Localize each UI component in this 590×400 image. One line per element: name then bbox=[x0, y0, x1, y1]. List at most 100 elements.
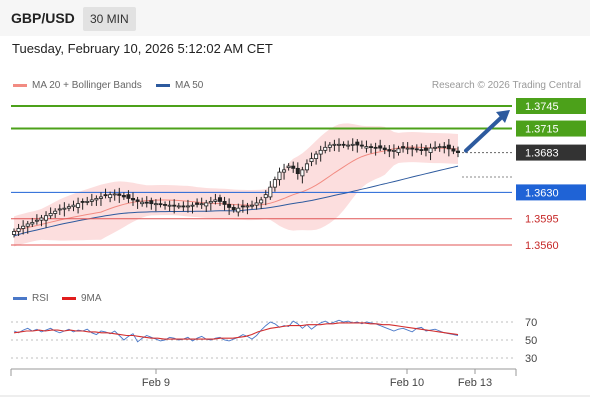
candle bbox=[350, 138, 355, 152]
candle-body bbox=[140, 201, 145, 205]
candle bbox=[213, 193, 218, 205]
rsi-tick-50: 50 bbox=[525, 335, 537, 347]
candle bbox=[437, 143, 442, 152]
candle-body bbox=[98, 196, 103, 199]
candle-body bbox=[57, 208, 62, 211]
candle bbox=[254, 196, 259, 210]
legend-ma9: 9MA bbox=[62, 293, 102, 304]
candle bbox=[336, 138, 341, 152]
projection-arrow-head bbox=[496, 110, 510, 123]
candle-body bbox=[185, 205, 190, 208]
candle bbox=[16, 223, 21, 236]
candle-body bbox=[80, 201, 85, 203]
candle-body bbox=[282, 169, 287, 173]
candle bbox=[414, 144, 419, 153]
candle-body bbox=[423, 147, 428, 151]
candle-body bbox=[277, 171, 282, 181]
candle bbox=[57, 204, 62, 215]
candle bbox=[359, 140, 364, 149]
timeframe-button[interactable]: 30 MIN bbox=[83, 7, 136, 31]
x-label-1: Feb 10 bbox=[390, 377, 424, 389]
candle bbox=[355, 139, 360, 153]
candle-body bbox=[190, 204, 195, 207]
candle bbox=[163, 201, 168, 210]
level-1-3745-label: 1.3745 bbox=[525, 101, 559, 113]
timestamp: Tuesday, February 10, 2026 5:12:02 AM CE… bbox=[12, 41, 273, 56]
candle-body bbox=[53, 210, 58, 214]
candle bbox=[401, 142, 406, 153]
candle-body bbox=[48, 213, 53, 217]
level-1-3683-label: 1.3683 bbox=[525, 148, 559, 160]
candle-body bbox=[378, 145, 383, 149]
candle-body bbox=[227, 204, 232, 208]
candle-body bbox=[199, 203, 204, 206]
candle bbox=[199, 197, 204, 209]
candle bbox=[21, 220, 26, 235]
candle bbox=[112, 189, 117, 201]
candle-body bbox=[254, 202, 259, 206]
candle-body bbox=[369, 146, 374, 148]
candle-body bbox=[286, 165, 291, 169]
candle bbox=[300, 166, 305, 184]
bollinger-band bbox=[14, 123, 458, 247]
candle bbox=[217, 194, 222, 206]
candle bbox=[48, 207, 53, 219]
candle-body bbox=[231, 207, 236, 211]
candle bbox=[304, 159, 309, 173]
candle-body bbox=[39, 217, 44, 221]
candle bbox=[25, 220, 30, 234]
x-label-0: Feb 9 bbox=[142, 377, 170, 389]
header-bar: GBP/USD 30 MIN bbox=[0, 0, 590, 36]
candle bbox=[190, 202, 195, 214]
candle-body bbox=[364, 146, 369, 149]
candle bbox=[373, 142, 378, 156]
candle bbox=[131, 192, 136, 206]
candle bbox=[433, 141, 438, 152]
candle-body bbox=[34, 219, 39, 222]
candle-body bbox=[300, 169, 305, 177]
candle-body bbox=[318, 149, 323, 155]
legend-ma9-label: 9MA bbox=[81, 293, 102, 304]
legend-ma20: MA 20 + Bollinger Bands bbox=[13, 80, 142, 91]
candle bbox=[135, 196, 140, 209]
candle bbox=[419, 143, 424, 155]
rsi-tick-70: 70 bbox=[525, 317, 537, 329]
level-1-3560-label: 1.3560 bbox=[525, 240, 559, 252]
candle-body bbox=[103, 194, 108, 197]
candle bbox=[144, 196, 149, 208]
candle bbox=[121, 192, 126, 200]
candle bbox=[391, 144, 396, 159]
candle-body bbox=[121, 195, 126, 198]
candle bbox=[227, 198, 232, 215]
candle-body bbox=[44, 215, 49, 221]
candle bbox=[240, 199, 245, 213]
candle-body bbox=[332, 143, 337, 146]
candle-body bbox=[401, 146, 406, 149]
candle bbox=[387, 145, 392, 158]
candle bbox=[291, 161, 296, 173]
candle-body bbox=[217, 197, 222, 202]
candle-body bbox=[304, 163, 309, 171]
level-1-3630-box bbox=[516, 184, 586, 201]
ma9-swatch bbox=[62, 297, 76, 300]
candle-body bbox=[153, 203, 158, 206]
candle bbox=[66, 203, 71, 212]
ma20-swatch bbox=[13, 84, 27, 87]
candle bbox=[76, 197, 81, 214]
candle bbox=[85, 196, 90, 206]
candle bbox=[204, 199, 209, 212]
candle-body bbox=[195, 202, 200, 205]
candle-body bbox=[108, 194, 113, 199]
candle bbox=[410, 145, 415, 157]
candle-body bbox=[323, 146, 328, 151]
candle bbox=[378, 139, 383, 152]
candle-body bbox=[414, 148, 419, 151]
candle bbox=[364, 140, 369, 153]
candle-body bbox=[451, 148, 456, 152]
candle bbox=[185, 199, 190, 213]
candle bbox=[268, 181, 273, 200]
candle-body bbox=[341, 143, 346, 146]
candle-body bbox=[236, 207, 241, 213]
candle-body bbox=[442, 146, 447, 148]
